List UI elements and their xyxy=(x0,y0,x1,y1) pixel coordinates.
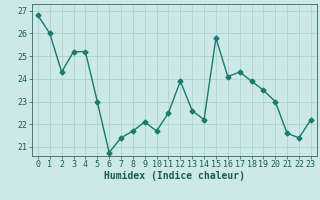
X-axis label: Humidex (Indice chaleur): Humidex (Indice chaleur) xyxy=(104,171,245,181)
